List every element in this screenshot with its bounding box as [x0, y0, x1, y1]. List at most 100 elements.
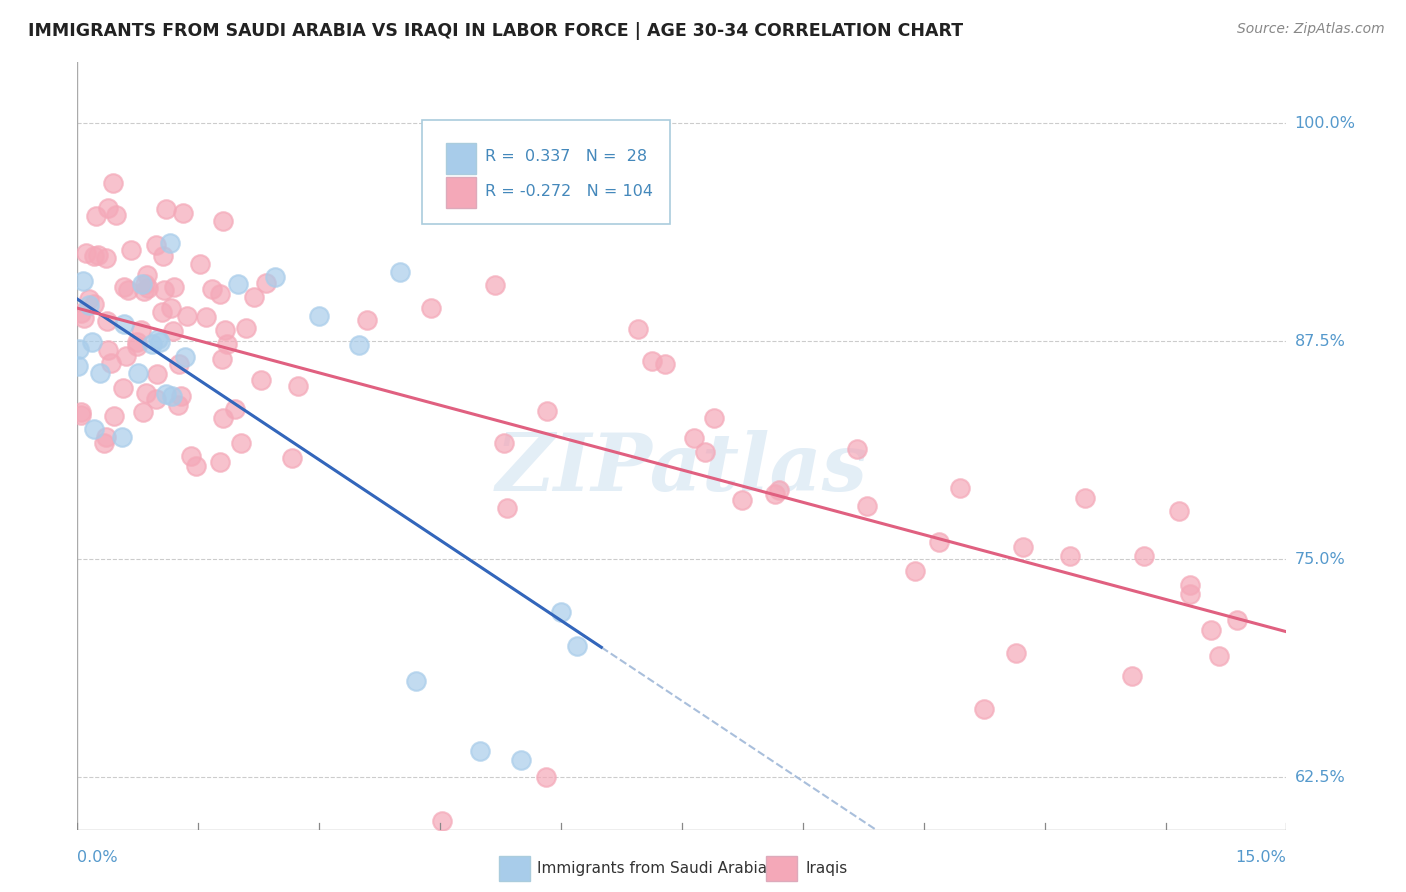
Text: 15.0%: 15.0%	[1236, 850, 1286, 865]
Point	[948, 481, 970, 495]
Point	[75, 246, 97, 260]
Point	[127, 366, 149, 380]
Text: IMMIGRANTS FROM SAUDI ARABIA VS IRAQI IN LABOR FORCE | AGE 30-34 CORRELATION CHA: IMMIGRANTS FROM SAUDI ARABIA VS IRAQI IN…	[28, 22, 963, 40]
Point	[763, 486, 786, 500]
Point	[186, 458, 208, 473]
Point	[349, 338, 371, 352]
Point	[117, 283, 139, 297]
Text: 75.0%: 75.0%	[1295, 552, 1346, 566]
Point	[194, 310, 217, 324]
Point	[281, 450, 304, 465]
Point	[180, 450, 202, 464]
Point	[550, 605, 572, 619]
Bar	[446, 178, 477, 208]
Point	[70, 305, 93, 319]
Point	[170, 389, 193, 403]
Point	[1005, 646, 1028, 660]
Point	[96, 252, 118, 266]
Point	[1208, 649, 1230, 664]
Point	[93, 436, 115, 450]
Point	[536, 403, 558, 417]
Point	[100, 355, 122, 369]
Point	[66, 359, 89, 374]
FancyBboxPatch shape	[422, 120, 669, 224]
Point	[94, 429, 117, 443]
Point	[768, 483, 790, 497]
Point	[215, 336, 238, 351]
Point	[264, 269, 287, 284]
Point	[112, 280, 135, 294]
Point	[470, 744, 492, 758]
Bar	[446, 143, 477, 174]
Point	[856, 499, 879, 513]
Point	[162, 324, 184, 338]
Point	[492, 436, 515, 450]
Point	[654, 357, 676, 371]
Point	[730, 492, 752, 507]
Point	[132, 405, 155, 419]
Point	[86, 209, 108, 223]
Point	[1132, 549, 1154, 563]
Point	[209, 455, 232, 469]
Point	[228, 277, 250, 291]
Point	[1167, 504, 1189, 518]
Point	[115, 349, 138, 363]
Point	[70, 409, 93, 423]
Point	[72, 274, 94, 288]
Point	[509, 753, 531, 767]
Text: 0.0%: 0.0%	[77, 850, 118, 865]
Point	[928, 534, 950, 549]
Point	[83, 249, 105, 263]
Point	[243, 290, 266, 304]
Point	[87, 248, 110, 262]
Point	[211, 214, 233, 228]
Text: R =  0.337   N =  28: R = 0.337 N = 28	[485, 149, 647, 164]
Point	[155, 202, 177, 216]
Point	[904, 564, 927, 578]
Point	[141, 336, 163, 351]
Point	[703, 411, 725, 425]
Point	[627, 322, 650, 336]
Point	[73, 311, 96, 326]
Point	[70, 405, 93, 419]
Point	[120, 244, 142, 258]
Text: ZIPatlas: ZIPatlas	[496, 430, 868, 508]
Point	[146, 368, 169, 382]
Point	[432, 814, 454, 828]
Point	[145, 238, 167, 252]
Point	[188, 257, 211, 271]
Text: Source: ZipAtlas.com: Source: ZipAtlas.com	[1237, 22, 1385, 37]
Point	[420, 301, 443, 315]
Point	[1199, 623, 1222, 637]
Point	[565, 640, 588, 654]
Point	[640, 354, 662, 368]
Point	[111, 430, 134, 444]
Point	[973, 701, 995, 715]
Point	[155, 387, 177, 401]
Point	[683, 431, 706, 445]
Point	[214, 323, 236, 337]
Point	[235, 321, 257, 335]
Point	[224, 401, 246, 416]
Point	[136, 281, 159, 295]
Point	[201, 282, 224, 296]
Point	[174, 350, 197, 364]
Point	[136, 268, 159, 282]
Point	[1012, 540, 1035, 554]
Point	[112, 317, 135, 331]
Point	[79, 292, 101, 306]
Point	[152, 249, 174, 263]
Point	[536, 770, 558, 784]
Point	[80, 334, 103, 349]
Point	[159, 235, 181, 250]
Point	[845, 442, 868, 456]
Point	[250, 373, 273, 387]
Point	[211, 352, 233, 367]
Point	[135, 385, 157, 400]
Point	[127, 339, 149, 353]
Point	[1059, 549, 1081, 563]
Point	[1178, 587, 1201, 601]
Point	[96, 314, 118, 328]
Point	[97, 201, 120, 215]
Point	[67, 342, 90, 356]
